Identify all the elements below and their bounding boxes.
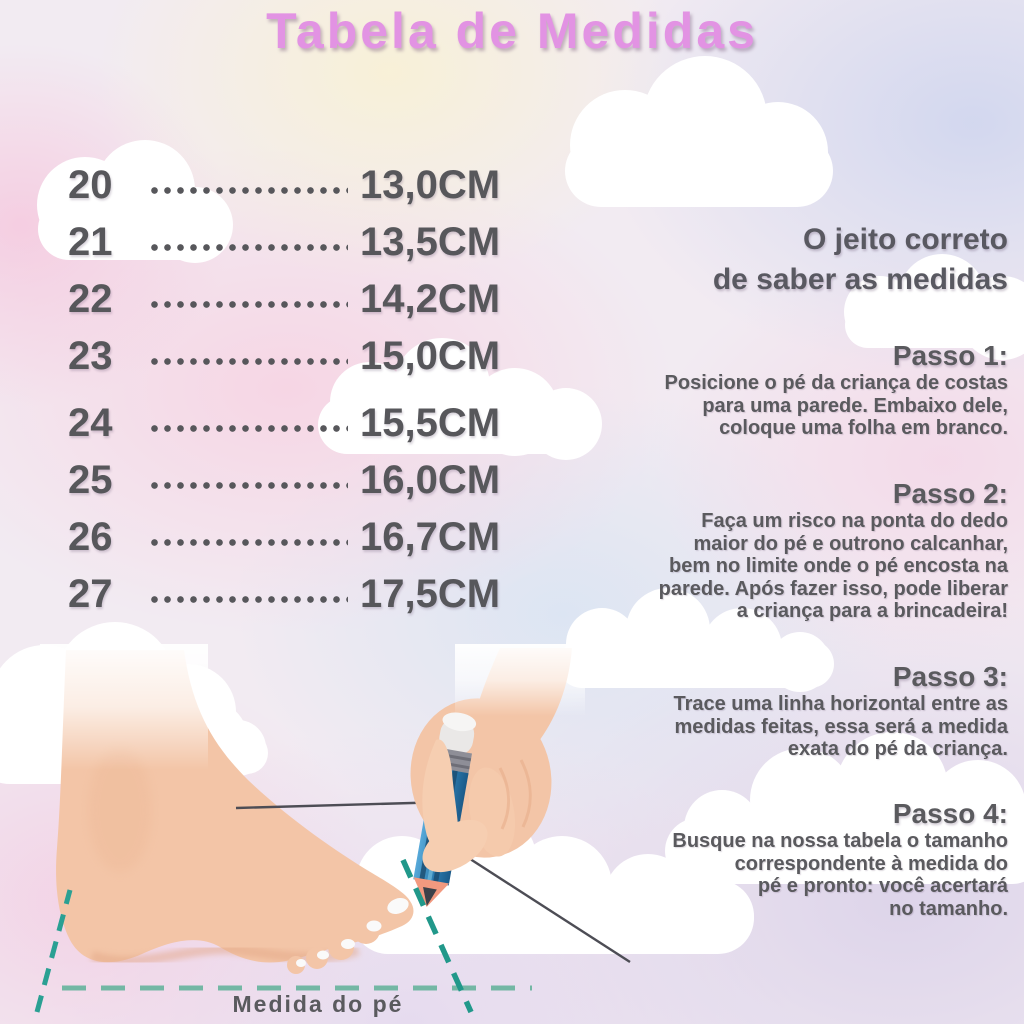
- size-value: 27: [68, 572, 113, 616]
- step-1: Passo 1: Posicione o pé da criança de co…: [574, 340, 1008, 440]
- heel-dash-line: [34, 889, 73, 1013]
- measure-value: 16,0CM: [360, 458, 501, 502]
- table-row: 20 13,0CM: [68, 157, 532, 214]
- table-row: 27 17,5CM: [68, 566, 532, 623]
- size-table: 20 13,0CM 21 13,5CM 22 14,2CM 23 15,0CM …: [68, 157, 532, 623]
- leg-fade: [40, 644, 208, 770]
- table-row: 24 15,5CM: [68, 395, 532, 452]
- dot-leader: [148, 539, 348, 546]
- step-label: Passo 4:: [892, 798, 1008, 829]
- cloud: [665, 732, 1024, 884]
- cloud: [565, 56, 833, 207]
- step-text: Trace uma linha horizontal entre as medi…: [673, 693, 1008, 760]
- table-row: 23 15,0CM: [68, 328, 532, 385]
- measure-value: 14,2CM: [360, 277, 501, 321]
- foot-measure-caption: Medida do pé: [232, 991, 404, 1017]
- table-row: 21 13,5CM: [68, 214, 532, 271]
- measure-value: 17,5CM: [360, 572, 501, 616]
- table-row: 26 16,7CM: [68, 509, 532, 566]
- page-title: Tabela de Medidas: [266, 3, 758, 59]
- step-3: Passo 3: Trace uma linha horizontal entr…: [574, 661, 1008, 761]
- size-value: 22: [68, 277, 113, 321]
- measure-dash-lines: [34, 858, 532, 1014]
- measure-value: 13,5CM: [360, 220, 501, 264]
- dot-leader: [148, 244, 348, 251]
- measure-value: 13,0CM: [360, 163, 501, 207]
- cloud: [844, 254, 1024, 360]
- step-label: Passo 3:: [892, 661, 1008, 692]
- dot-leader: [148, 301, 348, 308]
- pencil-trace-lines: [235, 800, 631, 964]
- measure-value: 15,0CM: [360, 334, 501, 378]
- dot-leader: [148, 187, 348, 194]
- dot-leader: [148, 596, 348, 603]
- step-label: Passo 1:: [892, 340, 1008, 371]
- measure-value: 15,5CM: [360, 401, 501, 445]
- foot-illustration: [40, 644, 414, 974]
- step-2: Passo 2: Faça um risco na ponta do dedo …: [574, 478, 1008, 623]
- measure-value: 16,7CM: [360, 515, 501, 559]
- size-value: 26: [68, 515, 113, 559]
- arm-fade: [455, 644, 585, 716]
- size-value: 21: [68, 220, 113, 264]
- size-value: 23: [68, 334, 113, 378]
- step-text: Busque na nossa tabela o tamanho corresp…: [672, 830, 1008, 920]
- dot-leader: [148, 358, 348, 365]
- guide-heading: O jeito correto de saber as medidas: [712, 223, 1008, 296]
- toe-dash-line: [400, 858, 474, 1014]
- step-4: Passo 4: Busque na nossa tabela o tamanh…: [574, 798, 1008, 920]
- hand-illustration: [410, 644, 585, 907]
- dot-leader: [148, 482, 348, 489]
- cloud: [318, 338, 602, 460]
- table-row: 22 14,2CM: [68, 271, 532, 328]
- size-value: 25: [68, 458, 113, 502]
- step-text: Faça um risco na ponta do dedo maior do …: [658, 510, 1008, 622]
- step-text: Posicione o pé da criança de costas para…: [664, 372, 1008, 439]
- step-label: Passo 2:: [892, 478, 1008, 509]
- size-value: 24: [68, 401, 113, 445]
- size-value: 20: [68, 163, 113, 207]
- table-row: 25 16,0CM: [68, 452, 532, 509]
- dot-leader: [148, 425, 348, 432]
